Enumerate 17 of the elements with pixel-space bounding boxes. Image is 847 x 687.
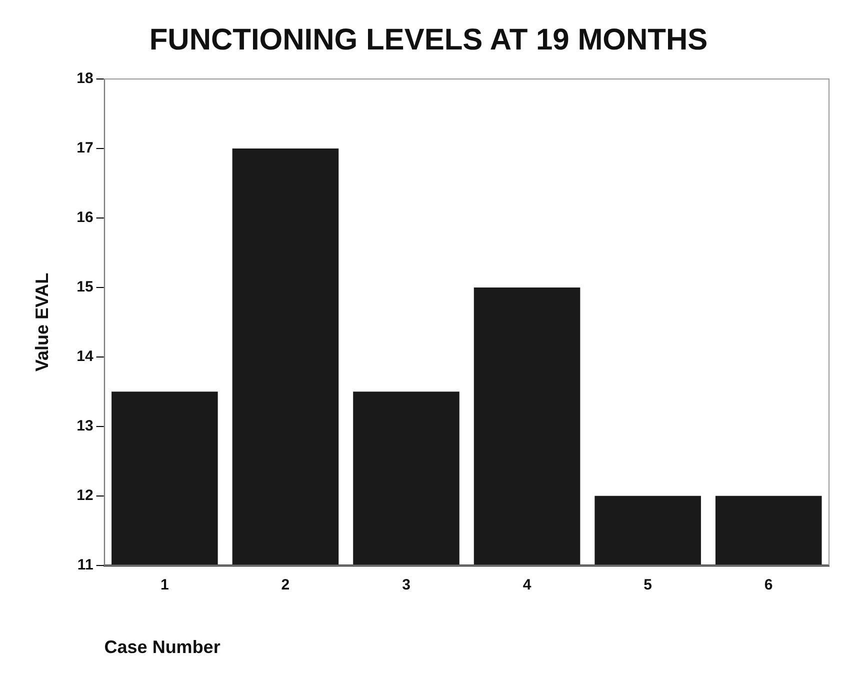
y-tick-label: 17 xyxy=(76,140,94,157)
x-tick-label: 1 xyxy=(160,576,169,594)
y-tick-label: 16 xyxy=(76,209,94,226)
x-tick-label: 2 xyxy=(281,576,290,594)
x-axis-title: Case Number xyxy=(104,637,220,658)
x-tick-label: 5 xyxy=(644,576,652,594)
y-tick-label: 11 xyxy=(77,556,94,574)
y-tick-label: 13 xyxy=(76,418,94,435)
y-tick-label: 18 xyxy=(76,70,94,88)
x-tick-label: 3 xyxy=(402,576,410,594)
y-tick-label: 12 xyxy=(76,487,94,504)
y-tick-label: 14 xyxy=(76,348,94,366)
y-axis-title: Value EVAL xyxy=(32,272,52,372)
x-tick-label: 4 xyxy=(522,576,532,594)
y-tick-label: 15 xyxy=(76,278,94,296)
x-tick-label: 6 xyxy=(764,576,773,594)
chart-title: FUNCTIONING LEVELS AT 19 MONTHS xyxy=(149,23,708,56)
